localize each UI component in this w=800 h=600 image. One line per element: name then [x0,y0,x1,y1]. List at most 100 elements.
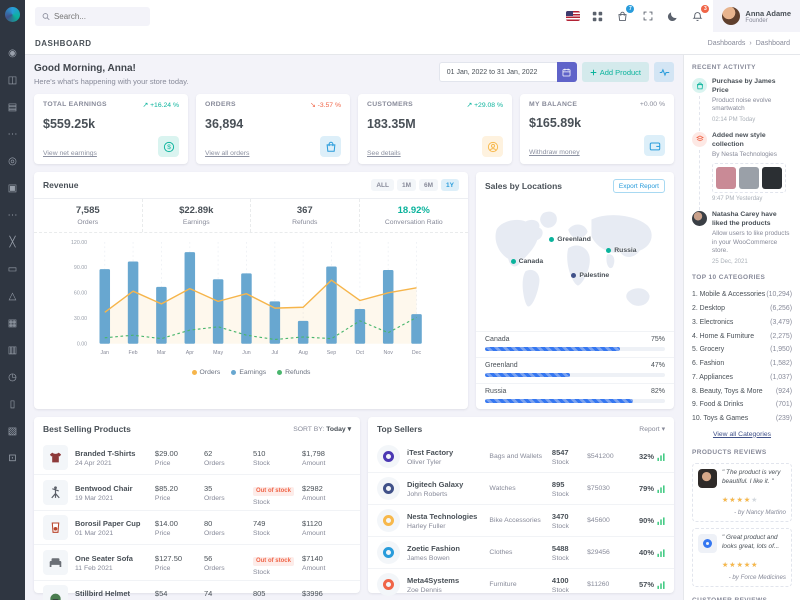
world-map[interactable]: Greenland Canada Russia Palestine [483,205,667,329]
review-quote: " The product is very beautiful. I like … [722,468,781,485]
revenue-filter-6m[interactable]: 6M [419,179,439,191]
stat-card-orders: ORDERS ↘ -3.57 % 36,894 View all orders [196,94,350,164]
sidebar-item-pages-2-icon[interactable]: ▯ [9,399,16,410]
activity-product-thumb[interactable] [716,167,736,190]
activity-product-thumb[interactable] [762,167,782,190]
stat-value: 183.35M [367,117,416,131]
search-input[interactable] [53,11,143,21]
date-range-input[interactable] [438,62,557,82]
product-row[interactable]: Bentwood Chair 19 Mar 2021 $85.20 Price 35 Or… [34,474,360,510]
category-row[interactable]: 5. Grocery (1,950) [692,346,792,354]
activity-title: Purchase by James Price [712,78,776,94]
dark-mode-button[interactable] [660,0,685,32]
sort-by-dropdown[interactable]: SORT BY: Today ▾ [293,426,351,433]
calendar-button[interactable] [556,62,577,82]
revenue-filter-1m[interactable]: 1M [396,179,417,191]
search-box[interactable] [35,6,150,26]
sidebar-item-layouts-icon[interactable]: ▤ [7,102,18,113]
review-quote: " Great product and looks great, lots of… [722,533,780,550]
add-product-button[interactable]: Add Product [581,62,649,82]
svg-text:Jul: Jul [271,350,278,356]
star-icon: ★ ★ [743,561,751,569]
pulse-icon [659,68,669,76]
products-reviews-title: PRODUCTS REVIEWS [692,448,767,456]
breadcrumb: Dashboards › Dashboard [708,40,790,47]
category-row[interactable]: 2. Desktop (6,256) [692,304,792,312]
stat-link[interactable]: See details [367,150,401,157]
activity-timestamp: 02:14 PM Today [712,116,756,123]
star-icon: ★ ★ [751,561,758,569]
category-row[interactable]: 8. Beauty, Toys & More (924) [692,387,792,395]
svg-text:Dec: Dec [412,350,422,356]
stat-label: TOTAL EARNINGS [43,101,107,108]
seller-row[interactable]: Zoetic Fashion James Bowen Clothes 5488 Stoc… [368,536,674,568]
activity-thumbnails [712,163,786,194]
sidebar-item-history-icon[interactable]: ◷ [8,372,17,383]
export-report-button[interactable]: Export Report [612,179,665,193]
location-row-canada: Canada 75% [476,331,674,357]
map-marker-canada[interactable]: Canada [510,258,543,265]
category-row[interactable]: 4. Home & Furniture (2,275) [692,332,792,340]
stat-link[interactable]: Withdraw money [529,149,580,156]
user-menu[interactable]: Anna Adame Founder [713,0,800,32]
seller-row[interactable]: Meta4Systems Zoe Dennis Furniture 4100 Stock… [368,568,674,600]
sidebar-item-icons-icon[interactable]: ▦ [7,318,18,329]
velzon-logo-icon[interactable] [5,7,20,22]
sidebar-item-widgets-icon[interactable]: ╳ [9,237,16,248]
right-sidebar: RECENT ACTIVITY Purchase by James Price P… [683,55,800,600]
language-flag-button[interactable] [560,0,585,32]
product-row[interactable]: Borosil Paper Cup 01 Mar 2021 $14.00 Price 8… [34,510,360,544]
product-thumbnail [43,515,68,540]
notifications-button[interactable]: 3 [685,0,710,32]
product-row[interactable]: One Seater Sofa 11 Feb 2021 $127.50 Price 56… [34,544,360,580]
sidebar-item-dashboards-icon[interactable]: ◉ [8,48,17,59]
stat-link[interactable]: View net earnings [43,150,97,157]
stat-value: $165.89k [529,116,582,130]
report-dropdown[interactable]: Report ▾ [639,426,665,433]
seller-row[interactable]: Digitech Galaxy John Roberts Watches 895 Sto… [368,472,674,504]
category-row[interactable]: 10. Toys & Games (239) [692,415,792,423]
activity-timestamp: 9:47 PM Yesterday [712,196,763,203]
star-icon: ★ ★ [736,496,743,504]
category-row[interactable]: 9. Food & Drinks (701) [692,401,792,409]
category-row[interactable]: 6. Fashion (1,582) [692,360,792,368]
activity-product-thumb[interactable] [739,167,759,190]
seller-row[interactable]: iTest Factory Oliver Tyler Bags and Wallet… [368,441,674,472]
fullscreen-button[interactable] [635,0,660,32]
activity-shortcut-button[interactable] [654,62,674,82]
product-row[interactable]: Stillbird Helmet17 Jan 2021$54Price74Ord… [34,580,360,600]
sidebar-item-authentication-icon[interactable]: ◎ [8,156,17,167]
map-marker-russia[interactable]: Russia [606,247,637,254]
fullscreen-icon [643,11,653,21]
sidebar-item-maps-icon[interactable]: ▧ [7,426,18,437]
sidebar-item-apps-icon[interactable]: ◫ [7,75,18,86]
seller-logo [377,477,400,500]
sidebar-item-menu-more-2-icon[interactable]: ⋯ [7,210,18,221]
apps-menu-button[interactable] [585,0,610,32]
sidebar-item-charts-icon[interactable]: △ [8,291,17,302]
sidebar-item-pages-icon[interactable]: ▣ [7,183,18,194]
revenue-chart: 0.00 30.00 60.00 90.00 120.00 Jan Feb Mar Apr May… [71,240,422,356]
revenue-stat-refunds: 367 Refunds [251,199,360,232]
product-row[interactable]: Branded T-Shirts 24 Apr 2021 $29.00 Price 62… [34,441,360,474]
category-row[interactable]: 1. Mobile & Accessories (10,294) [692,291,792,299]
sidebar-item-multi-level-icon[interactable]: ⊡ [8,453,17,464]
activity-title: Natasha Carey have liked the products [712,211,777,228]
map-marker-palestine[interactable]: Palestine [571,272,609,279]
category-row[interactable]: 7. Appliances (1,037) [692,373,792,381]
cart-button[interactable]: 7 [610,0,635,32]
breadcrumb-parent[interactable]: Dashboards [707,39,746,47]
stat-link[interactable]: View all orders [205,150,250,157]
map-marker-greenland[interactable]: Greenland [549,236,591,243]
sidebar-item-forms-icon[interactable]: ▭ [7,264,18,275]
location-row-russia: Russia 82% [476,383,674,409]
category-row[interactable]: 3. Electronics (3,479) [692,318,792,326]
seller-row[interactable]: Nesta Technologies Harley Fuller Bike Acce… [368,504,674,536]
sidebar-item-tables-icon[interactable]: ▥ [7,345,18,356]
revenue-filter-1y[interactable]: 1Y [441,179,459,191]
locations-title: Sales by Locations [485,181,562,191]
revenue-filter-all[interactable]: ALL [371,179,394,191]
seller-logo [377,509,400,532]
sidebar-item-menu-more-icon[interactable]: ⋯ [7,129,18,140]
view-all-categories-link[interactable]: View all Categories [712,430,772,438]
